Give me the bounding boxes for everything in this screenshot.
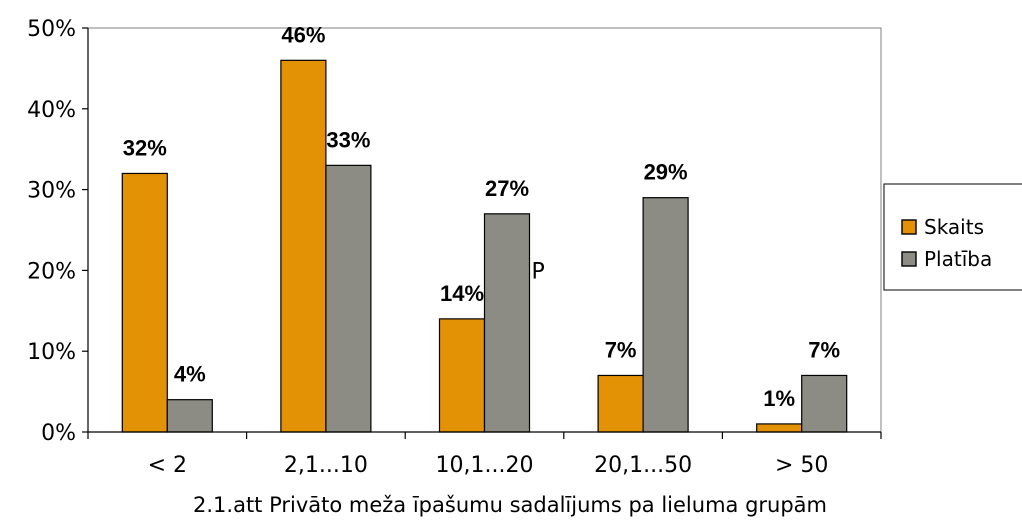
data-label: 27% (485, 176, 529, 201)
data-label: 14% (440, 281, 484, 306)
legend-label-skaits: Skaits (924, 215, 984, 239)
y-axis-ticks: 0% 10% 20% 30% 40% 50% (27, 17, 89, 446)
bar-platba-1 (325, 164, 372, 433)
legend-swatch-skaits (901, 219, 917, 235)
legend: Skaits Platība (883, 183, 1022, 291)
data-label: 4% (174, 362, 206, 387)
chart-caption: 2.1.att Privāto meža īpašumu sadalījums … (193, 493, 827, 517)
data-label: 29% (644, 160, 688, 185)
y-tick-label: 40% (27, 98, 76, 123)
x-tick-label: 10,1...20 (436, 453, 534, 478)
bar-skaits-2 (438, 318, 486, 433)
annotation-p: P (532, 259, 545, 284)
bar-platba-4 (801, 374, 848, 433)
bar-skaits-1 (280, 59, 327, 433)
legend-box (883, 183, 1022, 291)
bars (121, 59, 848, 433)
data-label: 32% (123, 135, 167, 160)
x-tick-label: > 50 (775, 453, 828, 478)
bar-skaits-3 (597, 374, 644, 433)
data-label: 33% (326, 127, 370, 152)
legend-label-platiba: Platība (924, 247, 992, 271)
bar-platba-3 (642, 197, 689, 433)
x-tick-label: 2,1...10 (284, 453, 368, 478)
x-axis-ticks: < 2 2,1...10 10,1...20 20,1...50 > 50 (87, 431, 882, 478)
data-labels: 32% 46% 14% 7% 1% 4% 33% 27% 29% 7% (123, 22, 840, 411)
bar-platba-0 (166, 399, 213, 433)
x-tick-label: < 2 (148, 453, 187, 478)
bar-platba-2 (483, 213, 531, 433)
data-label: 7% (605, 337, 637, 362)
data-label: 1% (763, 386, 795, 411)
y-tick-label: 10% (27, 340, 76, 365)
bar-skaits-0 (121, 172, 168, 433)
y-tick-label: 20% (27, 259, 76, 284)
y-tick-label: 0% (41, 421, 76, 446)
x-tick-label: 20,1...50 (594, 453, 692, 478)
data-label: 46% (281, 22, 325, 47)
y-tick-label: 30% (27, 179, 76, 204)
data-label: 7% (808, 337, 840, 362)
bar-skaits-4 (756, 423, 803, 433)
y-tick-label: 50% (27, 17, 76, 42)
legend-swatch-platiba (901, 251, 917, 267)
